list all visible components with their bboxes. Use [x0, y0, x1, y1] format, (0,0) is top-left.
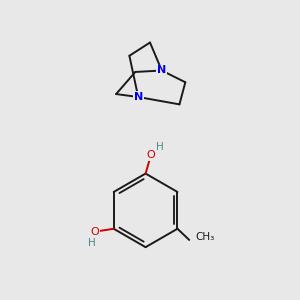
Text: H: H: [156, 142, 164, 152]
Text: O: O: [90, 227, 99, 237]
Text: CH₃: CH₃: [196, 232, 215, 242]
Text: N: N: [157, 65, 167, 76]
Text: O: O: [146, 150, 155, 160]
Text: N: N: [134, 92, 143, 102]
Text: H: H: [88, 238, 95, 248]
